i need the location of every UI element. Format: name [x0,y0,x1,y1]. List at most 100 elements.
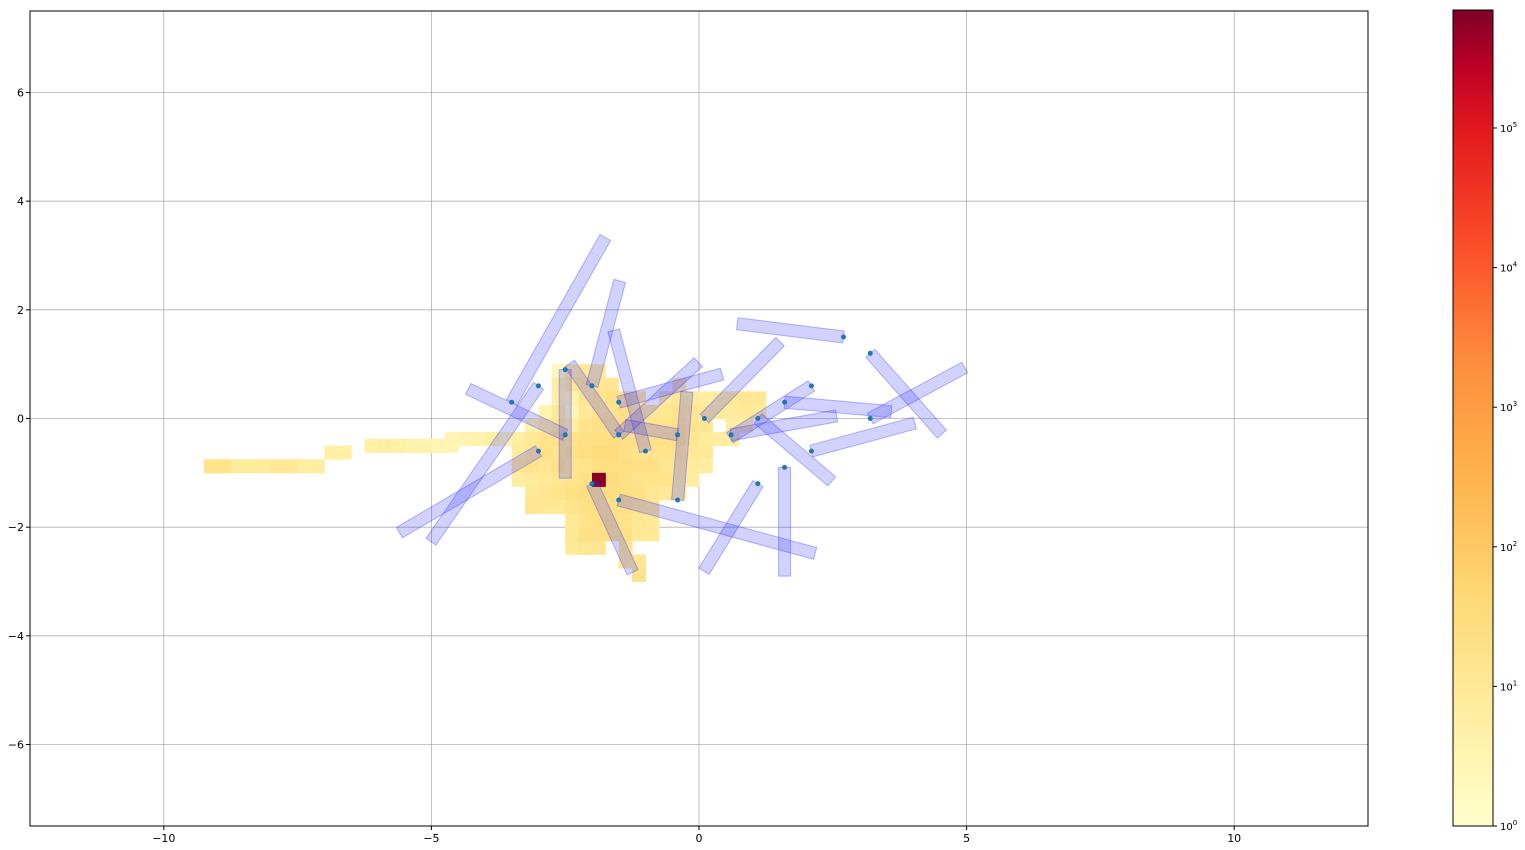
heatmap-cell [551,418,566,433]
heatmap-cell [632,567,646,582]
heatmap-cell [591,432,606,447]
heatmap-cell [645,445,660,460]
heatmap-cell [591,445,606,460]
heatmap-cell [699,404,713,419]
y-tick-label: −6 [8,739,24,752]
colorbar-tick-base: 10 [1500,543,1513,554]
heatmap-cell [578,418,593,433]
agent-dot [675,497,681,503]
colorbar-tick-exponent: 5 [1513,121,1517,129]
heatmap-cell [605,500,620,515]
colorbar-tick-label: 100 [1500,819,1517,833]
heatmap-cell [632,500,646,515]
heatmap-cell [632,391,646,406]
heatmap-cell [618,472,633,487]
heatmap-cell [699,432,713,447]
x-tick-label: 10 [1227,832,1241,845]
heatmap-cell [672,486,687,501]
heatmap-cell [672,445,687,460]
heatmap-cell [658,418,673,433]
agent-dot [782,464,788,470]
heatmap-cell [364,438,379,453]
heatmap-cell [645,486,660,501]
heatmap-cell [284,459,299,474]
heatmap-cell [444,432,459,447]
heatmap-cell [685,459,700,474]
x-tick-label: −5 [423,832,439,845]
agent-dot [562,367,568,373]
heatmap-cell [685,418,700,433]
colorbar-tick-label: 103 [1500,400,1517,414]
heatmap-cell [578,540,593,555]
heatmap-cell [618,554,633,569]
y-axis-ticks: −6 −4 −2 0 2 4 6 [8,87,30,752]
agent-dot [616,432,622,438]
heatmap-cell [605,391,620,406]
heatmap-cell [551,432,566,447]
heatmap-cell [551,500,566,515]
heatmap-cell [578,486,593,501]
heatmap-cell [605,527,620,542]
colorbar-tick-label: 105 [1500,121,1517,135]
heatmap-cell [538,472,553,487]
heatmap-cell [632,472,646,487]
heatmap-cell [217,459,232,474]
heatmap-cell [699,391,713,406]
heatmap-cell [632,418,646,433]
heatmap-cell [578,513,593,528]
heatmap-cell [484,432,499,447]
agent-dot [755,416,761,421]
y-tick-label: 6 [17,87,24,100]
heatmap-cell [551,459,566,474]
heatmap-cell [551,404,566,419]
colorbar-tick-exponent: 1 [1513,679,1517,687]
heatmap-cell [511,459,526,474]
heatmap-cell [645,500,660,515]
heatmap-cell [565,377,580,392]
heatmap-cell [645,418,660,433]
heatmap-cell [511,472,526,487]
heatmap-cell [538,486,553,501]
y-tick-label: 2 [17,304,24,317]
heatmap-cell [658,404,673,419]
heatmap-cell [471,432,486,447]
heatmap-cell [565,391,580,406]
heatmap-cell [578,472,593,487]
heatmap-cell [605,404,620,419]
x-axis-ticks: −10 −5 0 5 10 [152,826,1241,845]
agent-dot [535,383,541,389]
heatmap-cell [538,500,553,515]
colorbar-frame [1452,9,1494,827]
heatmap-cell [565,513,580,528]
heatmap-cell [578,404,593,419]
heatmap-cell [551,391,566,406]
heatmap-cell [672,377,687,392]
heatmap-cell [565,418,580,433]
heatmap-cell [618,391,633,406]
heatmap-cell [618,459,633,474]
heatmap-cell [525,432,539,447]
heatmap-cell [658,459,673,474]
agent-dot [728,432,734,438]
heatmap-cell [672,459,687,474]
heatmap-cell [605,445,620,460]
colorbar-tick-label: 104 [1500,261,1518,275]
heatmap-cell [391,438,406,453]
heatmap-cell [591,540,606,555]
heatmap-cell [605,486,620,501]
agent-bar [778,466,792,577]
heatmap-cell [685,445,700,460]
heatmap-cell [632,445,646,460]
heatmap-cell [752,391,767,406]
heatmap-cell [591,391,606,406]
y-tick-label: 0 [17,413,24,426]
heatmap-cell [672,391,687,406]
heatmap-cell [618,540,633,555]
heatmap-cell [632,554,646,569]
heatmap-cell [591,364,606,379]
heatmap-cell [699,459,713,474]
heatmap-cell [551,486,566,501]
x-tick-label: −10 [152,832,175,845]
